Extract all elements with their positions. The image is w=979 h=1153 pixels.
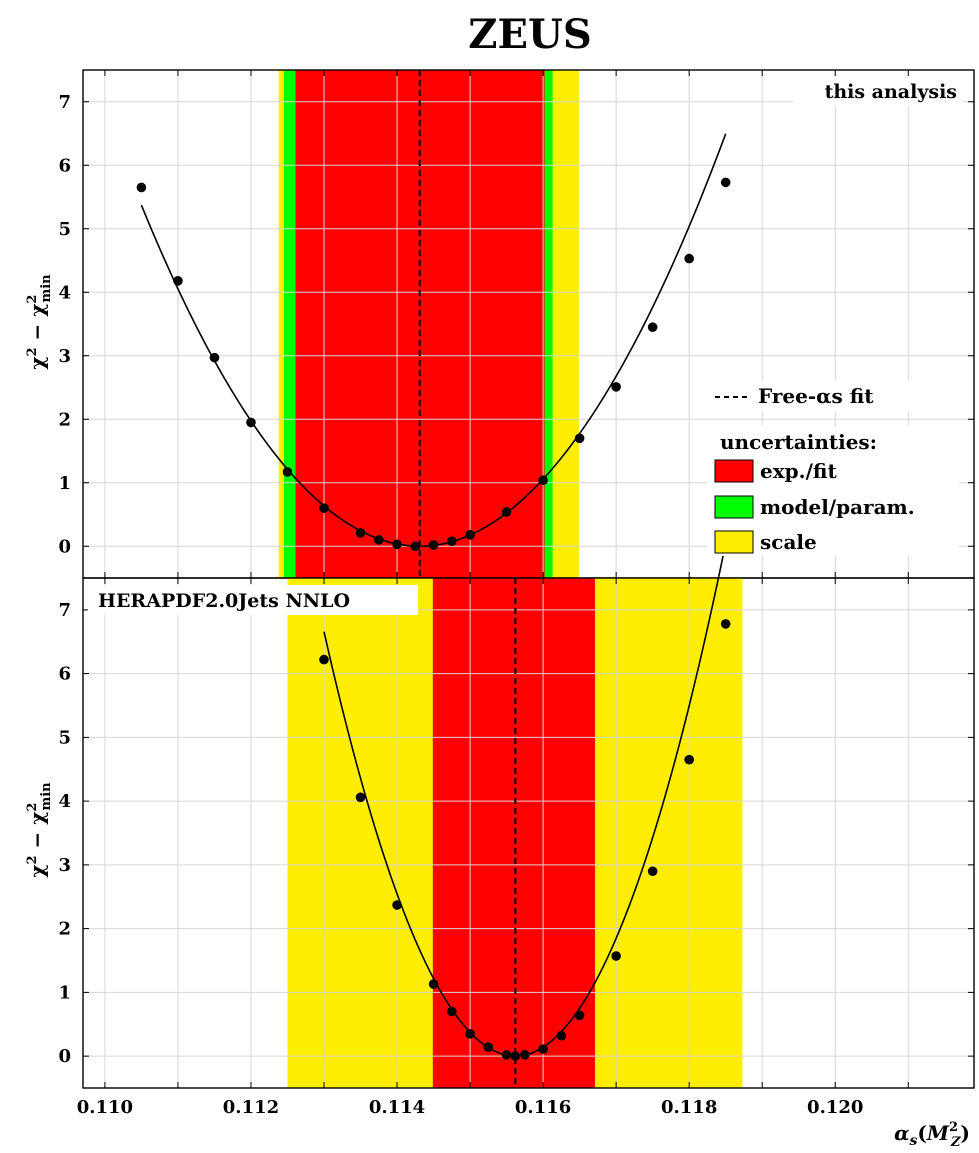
data-point [684,253,694,264]
data-point [319,503,329,513]
data-point [501,1050,512,1060]
legend-swatch-model [714,495,754,519]
data-point [465,1029,475,1039]
y-tick-label: 4 [58,282,71,303]
y-tick-label: 0 [58,536,71,557]
data-point [684,754,694,765]
panel-top-label: this analysis [825,81,957,103]
y-tick-label: 4 [58,791,71,812]
legend-swatch-exp [714,459,754,483]
legend-item-model: model/param. [760,495,915,519]
data-point [538,1044,548,1054]
x-tick-label: 0.120 [807,1097,863,1118]
svg-text:χ2 − χ2min: χ2 − χ2min [25,782,54,878]
data-point [447,1006,457,1017]
x-tick-label: 0.118 [661,1097,717,1118]
data-point [720,177,731,188]
data-point [574,1010,585,1021]
data-point [392,539,402,550]
data-point [319,654,329,665]
data-point [647,322,658,332]
data-point [447,536,457,546]
band-exp-bottom [432,578,595,1088]
legend-free-fit-bg [707,380,959,412]
panel-bottom-label-bg [88,585,418,615]
data-point [720,619,731,629]
panel-bottom: 0 1 2 3 4 5 6 7 0.110 0.112 0.114 0.116 0.118 0.120 [58,543,975,1118]
x-axis-title: αs(M2 Z) [894,1120,970,1149]
chart-title: ZEUS [468,11,591,58]
data-point [173,276,183,286]
legend-item-scale: scale [760,530,817,554]
y-axis-title-bottom: χ2 − χ2min [25,782,54,878]
y-tick-label: 6 [58,155,71,176]
y-tick-label: 1 [58,473,71,494]
y-axis-title-top: χ2 − χ2min [25,274,54,370]
svg-text:χ2 − χ2min: χ2 − χ2min [25,274,54,370]
y-tick-label: 6 [58,664,71,685]
data-point [520,1050,530,1060]
legend-free-fit-label: Free-αs fit [758,384,874,408]
data-point [556,1030,567,1041]
data-point [136,182,147,193]
panel-top-label-bg [793,76,963,106]
x-tick-label: 0.114 [369,1097,425,1118]
x-tick-label: 0.116 [515,1097,571,1118]
data-point [538,475,548,486]
data-point [611,951,621,961]
data-point [209,352,220,363]
data-point [465,530,475,540]
data-point [647,866,658,877]
legend-item-exp: exp./fit [760,459,837,483]
plot-frame-bottom [82,577,975,1089]
data-point [501,507,512,517]
x-tick-label: 0.112 [223,1097,279,1118]
data-point [355,528,366,538]
data-point [428,540,439,550]
y-tick-label: 1 [58,982,71,1003]
data-point [246,417,256,428]
panel-bottom-label: HERAPDF2.0Jets NNLO [98,590,350,612]
data-point [392,900,402,910]
legend-uncertainties-heading: uncertainties: [720,430,877,454]
y-tick-label: 3 [58,855,71,876]
data-point [611,382,621,392]
data-point [410,541,421,552]
data-point [510,1051,521,1061]
y-tick-label: 7 [58,600,71,621]
data-point [574,433,585,444]
y-tick-label: 5 [58,727,71,748]
data-point [428,979,439,989]
y-tick-label: 0 [58,1046,71,1067]
legend: Free-αs fit uncertainties: exp./fit mode… [707,380,959,556]
y-tick-label: 2 [58,409,71,430]
legend-swatch-scale [714,530,754,554]
data-point [373,535,384,545]
y-tick-label: 3 [58,346,71,367]
y-tick-label: 2 [58,919,71,940]
data-point [483,1042,494,1052]
x-tick-label: 0.110 [77,1097,133,1118]
data-point [282,467,293,477]
y-tick-label: 5 [58,219,71,240]
data-point [355,792,366,803]
y-tick-label: 7 [58,92,71,113]
